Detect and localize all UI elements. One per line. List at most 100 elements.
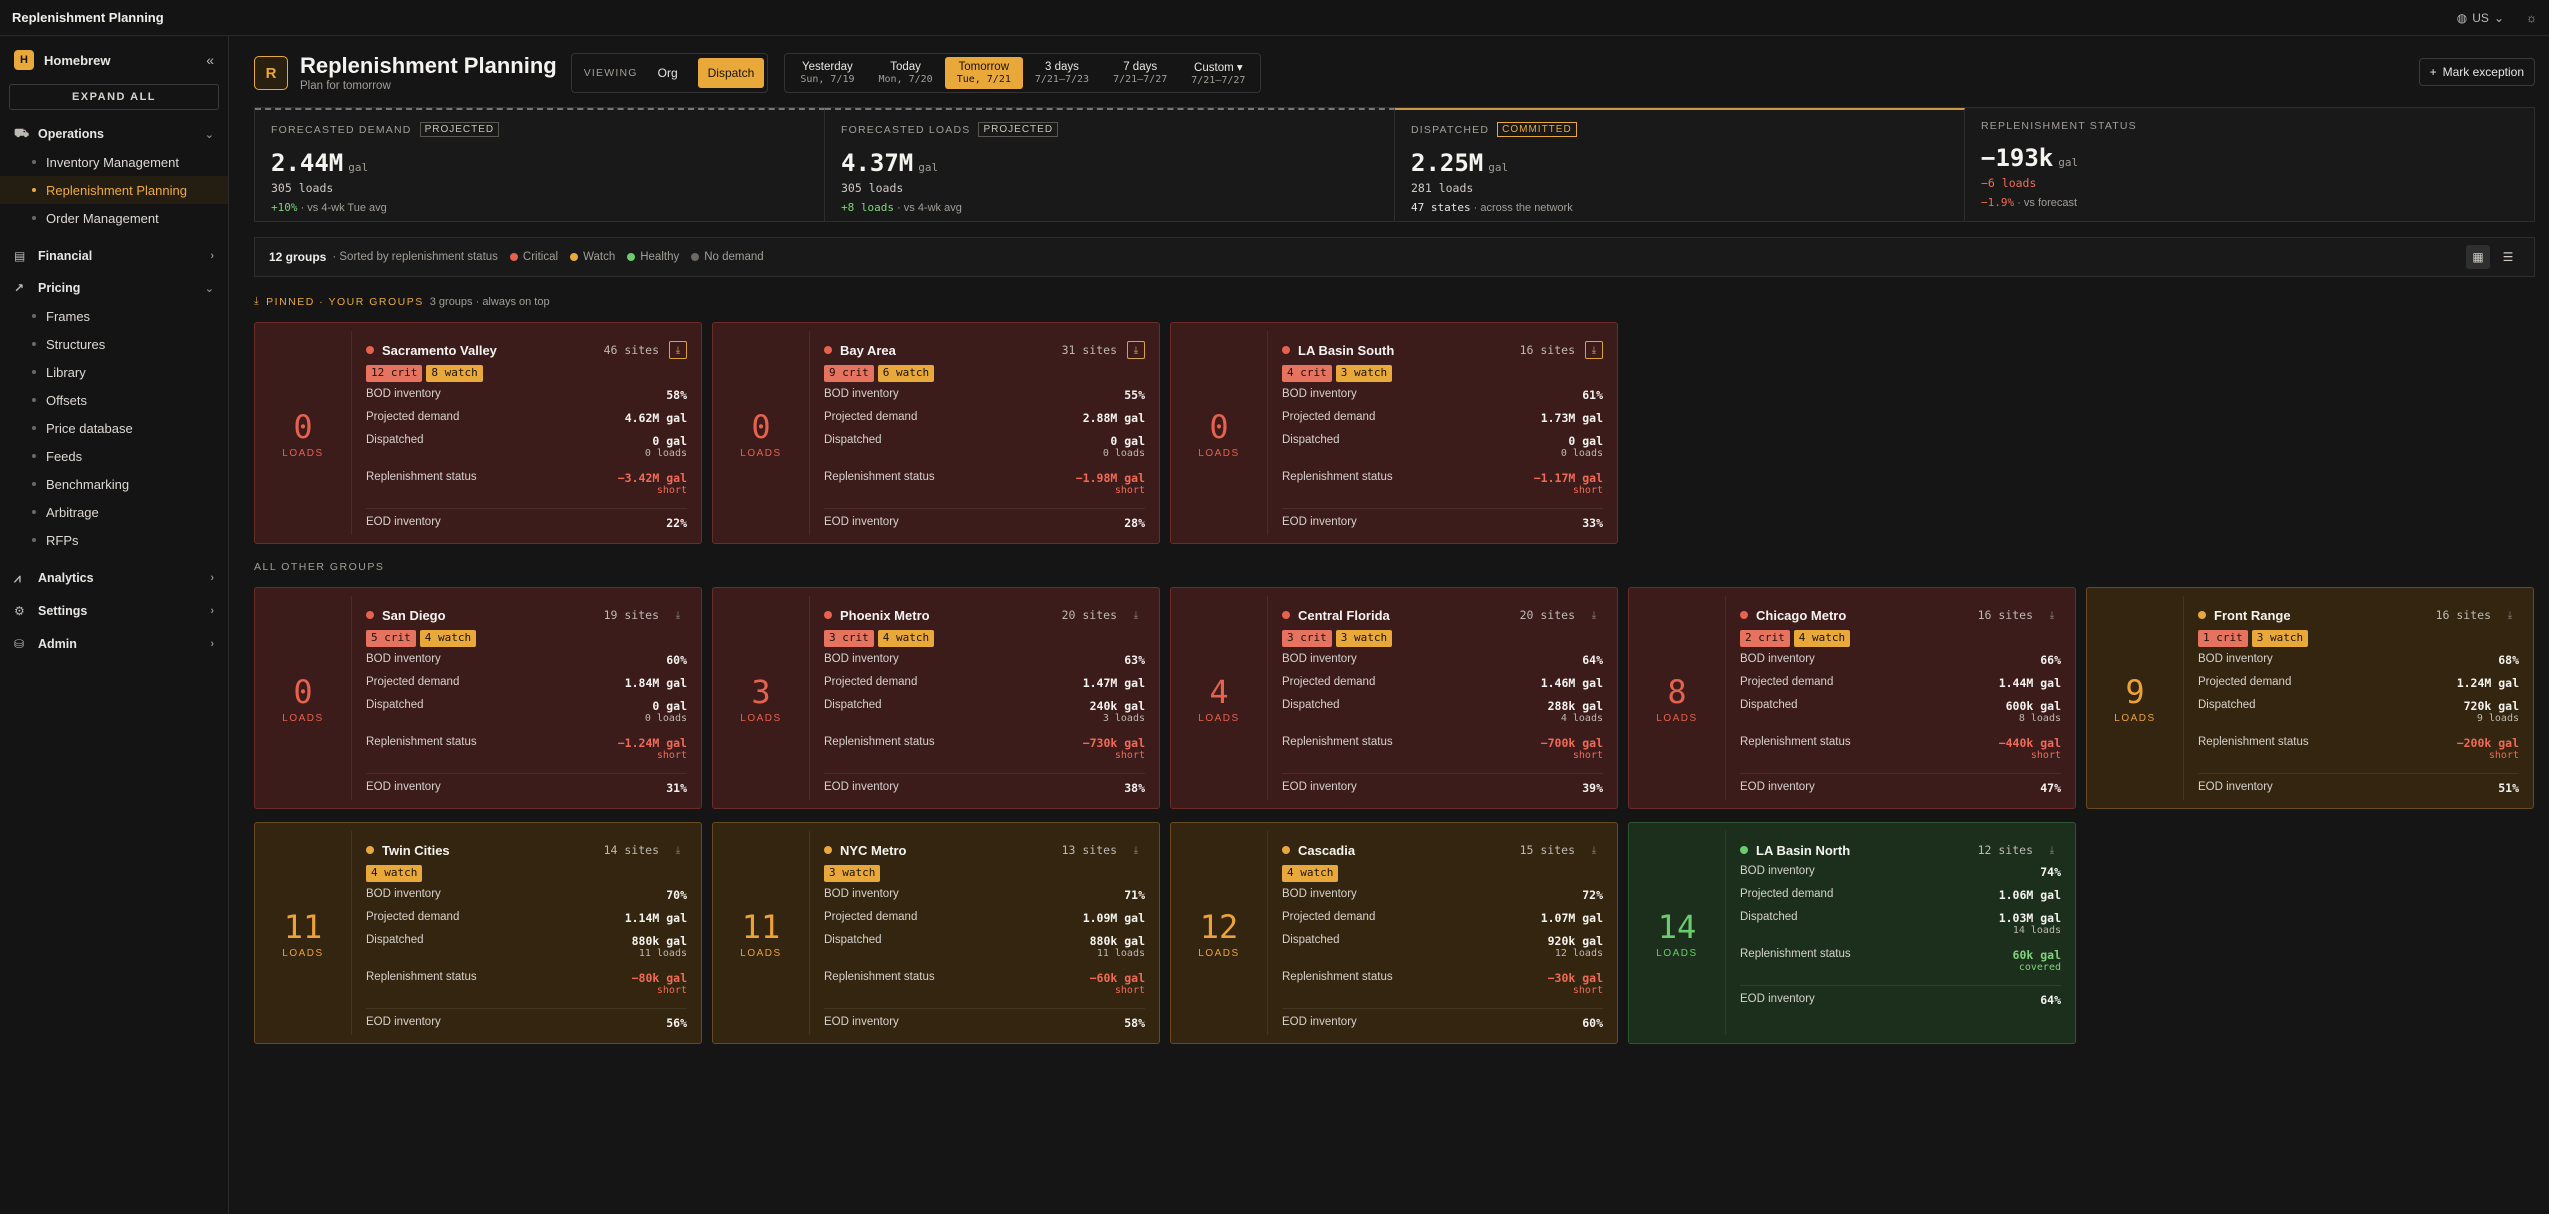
nav-head-operations[interactable]: ⛟ Operations ⌄: [0, 120, 228, 148]
theme-toggle-icon[interactable]: ☼: [2526, 10, 2537, 25]
kpi-sub: 281 loads: [1411, 181, 1474, 195]
sidebar-item-feeds[interactable]: Feeds: [0, 442, 228, 470]
row-label: BOD inventory: [366, 388, 441, 400]
projected-value: 1.24M gal: [2456, 676, 2519, 690]
group-card-san-diego[interactable]: 0 LOADS San Diego 19 sites ⤓ 5 crit 4 watch BOD…: [254, 587, 702, 809]
locale-selector[interactable]: ◍ US ⌄: [2457, 11, 2504, 25]
loads-column: 0 LOADS: [255, 588, 351, 808]
row-label: BOD inventory: [1740, 865, 1815, 877]
bullet: [32, 160, 36, 164]
date-label: 7 days: [1123, 61, 1158, 73]
kpi-delta: +8 loads: [841, 201, 894, 214]
group-name: Sacramento Valley: [382, 342, 497, 358]
sidebar-item-offsets[interactable]: Offsets: [0, 386, 228, 414]
row-label: Replenishment status: [1282, 971, 1393, 983]
watch-badge: 8 watch: [426, 365, 483, 382]
pin-toggle-icon[interactable]: ⤓: [1133, 609, 1139, 621]
sidebar-item-price-database[interactable]: Price database: [0, 414, 228, 442]
sidebar-item-replenishment-planning[interactable]: Replenishment Planning: [0, 176, 228, 204]
date-yesterday[interactable]: Yesterday Sun, 7/19: [788, 57, 866, 89]
collapse-sidebar-icon[interactable]: «: [206, 52, 214, 68]
pin-toggle-icon[interactable]: ⤓: [1127, 341, 1145, 359]
view-dispatch-button[interactable]: Dispatch: [697, 58, 765, 88]
chevron-down-icon: ⌄: [204, 282, 214, 295]
pin-toggle-icon[interactable]: ⤓: [675, 609, 681, 621]
date-3-days[interactable]: 3 days 7/21–7/23: [1023, 57, 1101, 89]
list-view-icon[interactable]: ☰: [2502, 250, 2514, 264]
sidebar-item-inventory-management[interactable]: Inventory Management: [0, 148, 228, 176]
loads-label: LOADS: [282, 447, 324, 459]
sidebar-item-order-management[interactable]: Order Management: [0, 204, 228, 232]
pin-toggle-icon[interactable]: ⤓: [1591, 844, 1597, 856]
loads-count: 11: [741, 907, 781, 946]
group-card-phoenix-metro[interactable]: 3 LOADS Phoenix Metro 20 sites ⤓ 3 crit 4 watc…: [712, 587, 1160, 809]
loads-count: 0: [293, 407, 313, 446]
group-card-sacramento-valley[interactable]: 0 LOADS Sacramento Valley 46 sites ⤓ 12 crit 8…: [254, 322, 702, 544]
site-count: 31 sites: [1061, 343, 1117, 357]
bod-value: 55%: [1124, 388, 1145, 402]
pin-toggle-icon[interactable]: ⤓: [2049, 609, 2055, 621]
replenishment-note: short: [1114, 485, 1145, 496]
sidebar-item-benchmarking[interactable]: Benchmarking: [0, 470, 228, 498]
group-card-chicago-metro[interactable]: 8 LOADS Chicago Metro 16 sites ⤓ 2 crit 4 watc…: [1628, 587, 2076, 809]
row-eod-inventory: EOD inventory 28%: [824, 508, 1145, 538]
pin-toggle-icon[interactable]: ⤓: [1585, 341, 1603, 359]
row-label: Replenishment status: [366, 471, 477, 483]
row-replenishment-status: Replenishment status −1.98M gal short: [824, 471, 1145, 508]
eod-value: 22%: [666, 516, 687, 530]
group-card-la-basin-south[interactable]: 0 LOADS LA Basin South 16 sites ⤓ 4 crit 3 wat…: [1170, 322, 1618, 544]
pin-toggle-icon[interactable]: ⤓: [675, 844, 681, 856]
group-card-bay-area[interactable]: 0 LOADS Bay Area 31 sites ⤓ 9 crit 6 watch BOD …: [712, 322, 1160, 544]
row-label: Replenishment status: [1740, 736, 1851, 748]
replenishment-value: −700k gal: [1540, 736, 1603, 750]
sidebar-item-structures[interactable]: Structures: [0, 330, 228, 358]
group-card-nyc-metro[interactable]: 11 LOADS NYC Metro 13 sites ⤓ 3 watch BOD inve…: [712, 822, 1160, 1044]
sidebar-item-library[interactable]: Library: [0, 358, 228, 386]
nav-head-pricing[interactable]: ↗ Pricing ⌄: [0, 274, 228, 302]
org-switcher[interactable]: H Homebrew «: [0, 40, 228, 80]
kpi-tag: PROJECTED: [978, 122, 1059, 137]
view-org-button[interactable]: Org: [657, 66, 678, 80]
pin-toggle-icon[interactable]: ⤓: [2049, 844, 2055, 856]
row-label: EOD inventory: [1740, 781, 1815, 793]
date-tomorrow[interactable]: Tomorrow Tue, 7/21: [944, 57, 1023, 89]
row-label: Projected demand: [1740, 676, 1834, 688]
group-card-cascadia[interactable]: 12 LOADS Cascadia 15 sites ⤓ 4 watch BOD inven…: [1170, 822, 1618, 1044]
date-today[interactable]: Today Mon, 7/20: [867, 57, 945, 89]
mark-exception-button[interactable]: + Mark exception: [2418, 58, 2535, 86]
group-card-central-florida[interactable]: 4 LOADS Central Florida 20 sites ⤓ 3 crit 3 wa…: [1170, 587, 1618, 809]
replenishment-note: short: [1572, 750, 1603, 761]
date-custom[interactable]: Custom ▾ 7/21–7/27: [1179, 57, 1257, 89]
loads-label: LOADS: [1198, 947, 1240, 959]
pin-toggle-icon[interactable]: ⤓: [1133, 844, 1139, 856]
pin-toggle-icon[interactable]: ⤓: [2507, 609, 2513, 621]
expand-all-button[interactable]: EXPAND ALL: [9, 84, 219, 110]
bod-value: 74%: [2040, 865, 2061, 879]
pin-toggle-icon[interactable]: ⤓: [1591, 609, 1597, 621]
dispatched-loads: 11 loads: [638, 948, 687, 959]
locale-label: US: [2472, 10, 2489, 25]
row-label: Replenishment status: [824, 471, 935, 483]
nav-head-settings[interactable]: ⚙ Settings ›: [0, 597, 228, 625]
replenishment-note: short: [2030, 750, 2061, 761]
chart-icon: ⩘: [14, 570, 21, 585]
sidebar-item-arbitrage[interactable]: Arbitrage: [0, 498, 228, 526]
loads-label: LOADS: [1198, 447, 1240, 459]
group-card-front-range[interactable]: 9 LOADS Front Range 16 sites ⤓ 1 crit 3 watch B…: [2086, 587, 2534, 809]
loads-column: 0 LOADS: [1171, 323, 1267, 543]
nav-head-admin[interactable]: ⛁ Admin ›: [0, 630, 228, 658]
replenishment-value: −1.98M gal: [1075, 471, 1145, 485]
sidebar-item-rfps[interactable]: RFPs: [0, 526, 228, 554]
nav-head-financial[interactable]: ▤ Financial ›: [0, 242, 228, 270]
kpi-forecasted-demand: FORECASTED DEMAND PROJECTED 2.44M gal 305 …: [255, 108, 825, 221]
row-label: BOD inventory: [366, 653, 441, 665]
group-card-la-basin-north[interactable]: 14 LOADS LA Basin North 12 sites ⤓ BOD invent…: [1628, 822, 2076, 1044]
nav-head-analytics[interactable]: ⩘ Analytics ›: [0, 564, 228, 592]
watch-badge: 4 watch: [1793, 630, 1851, 647]
pin-toggle-icon[interactable]: ⤓: [669, 341, 687, 359]
date-7-days[interactable]: 7 days 7/21–7/27: [1101, 57, 1179, 89]
watch-badge: 4 watch: [1282, 865, 1339, 882]
grid-view-icon[interactable]: ▦: [2466, 245, 2490, 269]
sidebar-item-frames[interactable]: Frames: [0, 302, 228, 330]
group-card-twin-cities[interactable]: 11 LOADS Twin Cities 14 sites ⤓ 4 watch BOD in…: [254, 822, 702, 1044]
